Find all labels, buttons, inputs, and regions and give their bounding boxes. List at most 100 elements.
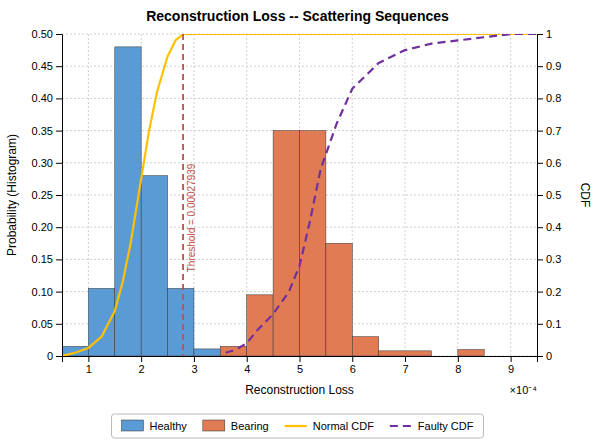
histogram-bar [220, 346, 246, 356]
histogram-bar [273, 131, 299, 356]
tick-mark [56, 292, 62, 293]
tick-mark [405, 356, 406, 362]
legend-item: Healthy [122, 420, 188, 432]
tick-label: 0.45 [32, 60, 53, 72]
tick-label: 0.1 [546, 318, 561, 330]
legend-swatch [390, 425, 412, 427]
tick-mark [511, 356, 512, 362]
cdf-line [226, 34, 537, 353]
tick-mark [537, 98, 543, 99]
threshold-line [182, 34, 184, 356]
tick: 0.2 [537, 286, 561, 298]
tick: 9 [508, 356, 514, 375]
x-axis: 1 2 3 4 5 6 7 8 9 [63, 356, 538, 375]
tick-mark [56, 227, 62, 228]
tick-mark [537, 324, 543, 325]
legend-item: Faulty CDF [390, 420, 474, 432]
tick-mark [537, 66, 543, 67]
tick-mark [537, 131, 543, 132]
legend: HealthyBearingNormal CDFFaulty CDF [112, 414, 484, 438]
tick-mark [537, 292, 543, 293]
histogram-bar [141, 176, 167, 356]
tick: 6 [350, 356, 356, 375]
tick-mark [458, 356, 459, 362]
tick: 7 [402, 356, 408, 375]
histogram-bar [379, 351, 432, 356]
histogram-bar [458, 350, 484, 356]
tick-label: 8 [455, 363, 461, 375]
tick-label: 0.35 [32, 125, 53, 137]
cdf-line [62, 34, 537, 356]
tick-mark [537, 163, 543, 164]
tick-label: 0.6 [546, 157, 561, 169]
tick-mark [537, 227, 543, 228]
tick: 0.40 [32, 92, 62, 104]
histogram-series [220, 131, 484, 356]
tick: 1 [86, 356, 92, 375]
tick-label: 0.40 [32, 92, 53, 104]
tick-mark [537, 356, 543, 357]
legend-items: HealthyBearingNormal CDFFaulty CDF [122, 420, 474, 432]
tick: 0.1 [537, 318, 561, 330]
tick-label: 4 [244, 363, 250, 375]
tick-label: 0.50 [32, 28, 53, 40]
legend-label: Normal CDF [313, 420, 374, 432]
tick: 0 [47, 350, 62, 362]
axis-line [56, 35, 63, 357]
tick: 0.9 [537, 60, 561, 72]
tick-label: 0.10 [32, 286, 53, 298]
tick-label: 6 [350, 363, 356, 375]
tick: 0.10 [32, 286, 62, 298]
legend-item: Normal CDF [285, 420, 374, 432]
tick: 0.15 [32, 253, 62, 265]
tick: 0.05 [32, 318, 62, 330]
tick: 0.7 [537, 125, 561, 137]
tick-label: 0 [546, 350, 552, 362]
tick-mark [247, 356, 248, 362]
tick-label: 0.4 [546, 221, 561, 233]
tick: 0.50 [32, 28, 62, 40]
tick-label: 7 [402, 363, 408, 375]
tick-label: 0.8 [546, 92, 561, 104]
tick-label: 0.5 [546, 189, 561, 201]
tick-label: 9 [508, 363, 514, 375]
x-axis-title: Reconstruction Loss [245, 383, 354, 397]
tick: 0.3 [537, 253, 561, 265]
marks [62, 34, 537, 356]
tick-label: 1 [86, 363, 92, 375]
chart: 12345678900.050.100.150.200.250.300.350.… [0, 0, 595, 446]
tick: 0.45 [32, 60, 62, 72]
tick-mark [56, 66, 62, 67]
tick-label: 0.20 [32, 221, 53, 233]
tick-label: 5 [297, 363, 303, 375]
tick-label: 0.05 [32, 318, 53, 330]
tick-mark [88, 356, 89, 362]
histogram-bar [194, 349, 220, 356]
tick-mark [56, 259, 62, 260]
tick-mark [56, 195, 62, 196]
threshold-label: Threshold = 0.00027939 [186, 163, 197, 272]
tick-label: 0.2 [546, 286, 561, 298]
histogram-bar [352, 337, 378, 356]
histogram-bar [168, 288, 194, 356]
tick: 0.30 [32, 157, 62, 169]
legend-swatch [203, 420, 225, 431]
tick-label: 0.30 [32, 157, 53, 169]
plot-area: 12345678900.050.100.150.200.250.300.350.… [32, 28, 562, 375]
tick-label: 0.9 [546, 60, 561, 72]
legend-swatch [285, 425, 307, 427]
x-axis-offset: ×10⁻⁴ [510, 384, 538, 396]
grid-line-x [405, 34, 406, 356]
tick: 0 [537, 350, 552, 362]
tick-label: 3 [191, 363, 197, 375]
grid [62, 34, 537, 356]
tick-mark [352, 356, 353, 362]
tick: 0.25 [32, 189, 62, 201]
tick-mark [300, 356, 301, 362]
tick-mark [56, 131, 62, 132]
tick-label: 0.3 [546, 253, 561, 265]
y-axis: 0 0.05 0.10 0.15 0.20 0.25 0.30 0.35 0.40 0.45 0.5… [32, 28, 63, 362]
tick: 0.5 [537, 189, 561, 201]
tick: 2 [139, 356, 145, 375]
tick: 1 [537, 28, 552, 40]
